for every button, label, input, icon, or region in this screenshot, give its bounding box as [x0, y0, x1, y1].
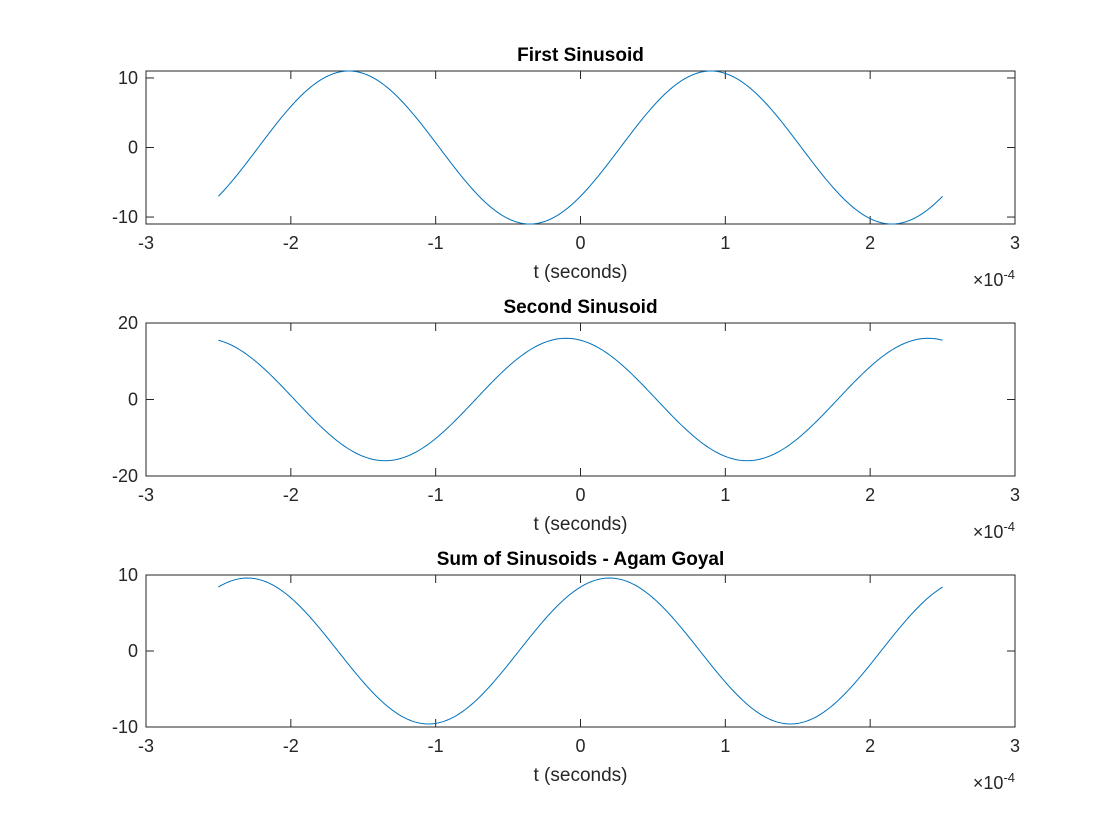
- y-tick-label: 10: [118, 565, 138, 585]
- exponent-base: ×10: [973, 773, 1004, 793]
- x-tick-label: -3: [138, 233, 154, 253]
- exponent-base: ×10: [973, 270, 1004, 290]
- y-tick-label: 0: [128, 138, 138, 158]
- subplot-second-sinusoid: Second Sinusoid -3 -2 -1 0 1 2 3 -20 0 20 t (sec…: [112, 297, 1020, 542]
- x-tick-label: -2: [283, 736, 299, 756]
- y-ticks: -10 0 10: [112, 68, 1015, 227]
- x-tick-label: -2: [283, 485, 299, 505]
- plot-title: Second Sinusoid: [503, 297, 657, 318]
- x-tick-label: 1: [720, 233, 730, 253]
- x-tick-label: -1: [428, 233, 444, 253]
- x-ticks: -3 -2 -1 0 1 2 3: [138, 575, 1020, 756]
- x-ticks: -3 -2 -1 0 1 2 3: [138, 71, 1020, 253]
- x-tick-label: 3: [1010, 233, 1020, 253]
- plot-title: Sum of Sinusoids - Agam Goyal: [437, 549, 725, 570]
- x-tick-label: 2: [865, 233, 875, 253]
- x-tick-label: 0: [575, 233, 585, 253]
- x-tick-label: -1: [428, 736, 444, 756]
- y-ticks: -20 0 20: [112, 313, 1015, 486]
- y-ticks: -10 0 10: [112, 565, 1015, 737]
- exponent-power: -4: [1003, 267, 1015, 282]
- series-line-second-sinusoid: [218, 337, 943, 462]
- exponent-power: -4: [1003, 770, 1015, 785]
- exponent-base: ×10: [973, 522, 1004, 542]
- x-tick-label: -1: [428, 485, 444, 505]
- x-tick-label: 2: [865, 736, 875, 756]
- plot-title: First Sinusoid: [517, 45, 644, 66]
- x-tick-label: 3: [1010, 736, 1020, 756]
- x-exponent-label: ×10-4: [973, 519, 1015, 543]
- axes-box: [145, 574, 1016, 728]
- x-tick-label: 1: [720, 736, 730, 756]
- x-tick-label: 1: [720, 485, 730, 505]
- y-tick-label: 20: [118, 313, 138, 333]
- series-line-sum-of-sinusoids: [218, 577, 943, 725]
- y-tick-label: 10: [118, 68, 138, 88]
- x-tick-label: 0: [575, 485, 585, 505]
- x-exponent-label: ×10-4: [973, 267, 1015, 291]
- y-tick-label: 0: [128, 390, 138, 410]
- x-axis-label: t (seconds): [534, 765, 628, 786]
- x-axis-label: t (seconds): [534, 262, 628, 283]
- x-axis-label: t (seconds): [534, 514, 628, 535]
- x-tick-label: 3: [1010, 485, 1020, 505]
- x-tick-label: -3: [138, 736, 154, 756]
- x-tick-label: -3: [138, 485, 154, 505]
- y-tick-label: -10: [112, 717, 138, 737]
- x-tick-label: 2: [865, 485, 875, 505]
- axes-box: [145, 322, 1016, 477]
- x-tick-label: 0: [575, 736, 585, 756]
- x-exponent-label: ×10-4: [973, 770, 1015, 794]
- y-tick-label: 0: [128, 641, 138, 661]
- subplot-sum-of-sinusoids: Sum of Sinusoids - Agam Goyal -3 -2 -1 0 1 2 3…: [112, 549, 1020, 793]
- y-tick-label: -10: [112, 207, 138, 227]
- axes-box: [145, 70, 1016, 225]
- x-tick-label: -2: [283, 233, 299, 253]
- exponent-power: -4: [1003, 519, 1015, 534]
- y-tick-label: -20: [112, 466, 138, 486]
- series-line-first-sinusoid: [218, 70, 943, 225]
- x-ticks: -3 -2 -1 0 1 2 3: [138, 323, 1020, 505]
